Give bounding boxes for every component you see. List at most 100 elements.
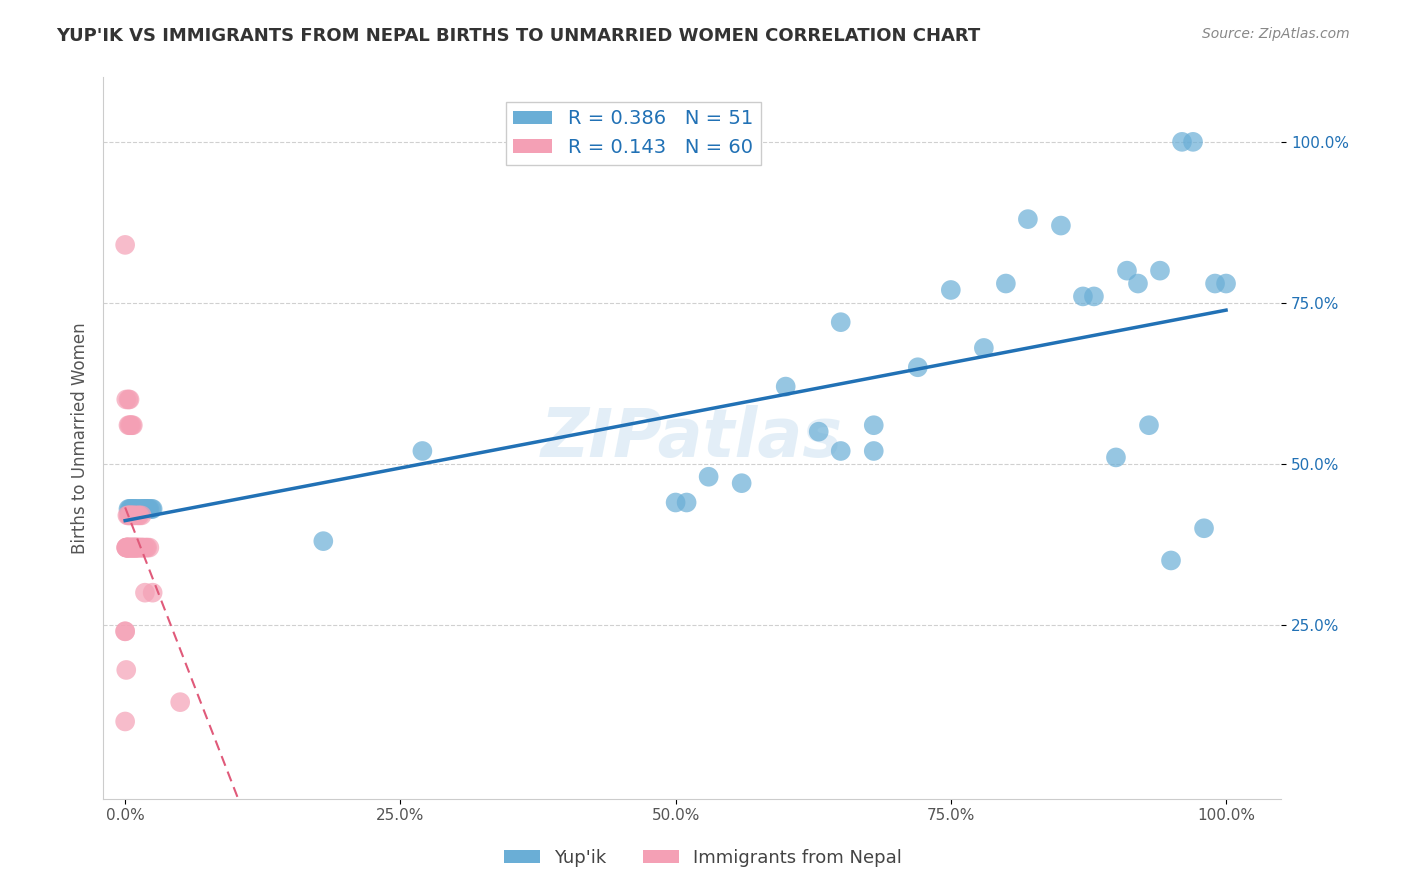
Immigrants from Nepal (131, 541, 153, 555)
Yup'ik (1149, 263, 1171, 277)
Text: Source: ZipAtlas.com: Source: ZipAtlas.com (1202, 27, 1350, 41)
Immigrants from Nepal (138, 541, 160, 555)
Immigrants from Nepal (120, 418, 142, 433)
Yup'ik (1071, 289, 1094, 303)
Immigrants from Nepal (118, 541, 141, 555)
Yup'ik (1083, 289, 1105, 303)
Yup'ik (830, 315, 852, 329)
Yup'ik (136, 502, 159, 516)
Yup'ik (1192, 521, 1215, 535)
Yup'ik (1126, 277, 1149, 291)
Immigrants from Nepal (117, 418, 139, 433)
Immigrants from Nepal (134, 585, 156, 599)
Yup'ik (132, 502, 155, 516)
Yup'ik (121, 502, 143, 516)
Yup'ik (807, 425, 830, 439)
Yup'ik (125, 502, 148, 516)
Yup'ik (697, 469, 720, 483)
Immigrants from Nepal (117, 508, 139, 523)
Immigrants from Nepal (169, 695, 191, 709)
Yup'ik (907, 360, 929, 375)
Immigrants from Nepal (127, 541, 149, 555)
Yup'ik (120, 502, 142, 516)
Immigrants from Nepal (120, 541, 142, 555)
Immigrants from Nepal (121, 541, 143, 555)
Legend: Yup'ik, Immigrants from Nepal: Yup'ik, Immigrants from Nepal (496, 842, 910, 874)
Immigrants from Nepal (118, 541, 141, 555)
Immigrants from Nepal (142, 585, 165, 599)
Immigrants from Nepal (132, 541, 155, 555)
Immigrants from Nepal (115, 541, 138, 555)
Yup'ik (124, 502, 146, 516)
Immigrants from Nepal (121, 418, 143, 433)
Yup'ik (973, 341, 995, 355)
Yup'ik (134, 502, 156, 516)
Text: ZIPatlas: ZIPatlas (541, 405, 844, 471)
Immigrants from Nepal (136, 541, 159, 555)
Immigrants from Nepal (129, 541, 152, 555)
Yup'ik (132, 502, 155, 516)
Immigrants from Nepal (128, 508, 150, 523)
Yup'ik (142, 502, 165, 516)
Immigrants from Nepal (117, 392, 139, 407)
Yup'ik (730, 476, 752, 491)
Immigrants from Nepal (118, 418, 141, 433)
Immigrants from Nepal (115, 541, 138, 555)
Immigrants from Nepal (125, 541, 148, 555)
Yup'ik (138, 502, 160, 516)
Immigrants from Nepal (121, 541, 143, 555)
Yup'ik (939, 283, 962, 297)
Legend: R = 0.386   N = 51, R = 0.143   N = 60: R = 0.386 N = 51, R = 0.143 N = 60 (506, 102, 761, 165)
Immigrants from Nepal (117, 541, 139, 555)
Immigrants from Nepal (121, 418, 143, 433)
Immigrants from Nepal (127, 541, 149, 555)
Yup'ik (1160, 553, 1182, 567)
Yup'ik (1105, 450, 1128, 465)
Yup'ik (862, 418, 884, 433)
Yup'ik (675, 495, 697, 509)
Text: YUP'IK VS IMMIGRANTS FROM NEPAL BIRTHS TO UNMARRIED WOMEN CORRELATION CHART: YUP'IK VS IMMIGRANTS FROM NEPAL BIRTHS T… (56, 27, 980, 45)
Immigrants from Nepal (120, 541, 142, 555)
Yup'ik (775, 379, 797, 393)
Immigrants from Nepal (115, 392, 138, 407)
Immigrants from Nepal (117, 508, 139, 523)
Yup'ik (830, 444, 852, 458)
Immigrants from Nepal (122, 541, 145, 555)
Yup'ik (135, 502, 157, 516)
Immigrants from Nepal (114, 238, 136, 252)
Immigrants from Nepal (124, 541, 146, 555)
Immigrants from Nepal (120, 508, 142, 523)
Immigrants from Nepal (114, 624, 136, 639)
Immigrants from Nepal (122, 508, 145, 523)
Immigrants from Nepal (132, 541, 155, 555)
Immigrants from Nepal (121, 508, 143, 523)
Yup'ik (122, 502, 145, 516)
Immigrants from Nepal (121, 541, 143, 555)
Immigrants from Nepal (127, 541, 149, 555)
Yup'ik (136, 502, 159, 516)
Immigrants from Nepal (127, 508, 149, 523)
Yup'ik (1171, 135, 1194, 149)
Y-axis label: Births to Unmarried Women: Births to Unmarried Women (72, 322, 89, 554)
Yup'ik (121, 502, 143, 516)
Yup'ik (117, 502, 139, 516)
Immigrants from Nepal (117, 541, 139, 555)
Immigrants from Nepal (124, 541, 146, 555)
Immigrants from Nepal (115, 541, 138, 555)
Yup'ik (862, 444, 884, 458)
Immigrants from Nepal (128, 541, 150, 555)
Immigrants from Nepal (125, 508, 148, 523)
Yup'ik (1215, 277, 1237, 291)
Yup'ik (994, 277, 1017, 291)
Immigrants from Nepal (114, 714, 136, 729)
Immigrants from Nepal (117, 541, 139, 555)
Yup'ik (1204, 277, 1226, 291)
Immigrants from Nepal (114, 624, 136, 639)
Yup'ik (1017, 212, 1039, 227)
Immigrants from Nepal (121, 541, 143, 555)
Yup'ik (411, 444, 433, 458)
Yup'ik (312, 534, 335, 549)
Yup'ik (1182, 135, 1205, 149)
Immigrants from Nepal (135, 541, 157, 555)
Yup'ik (141, 502, 163, 516)
